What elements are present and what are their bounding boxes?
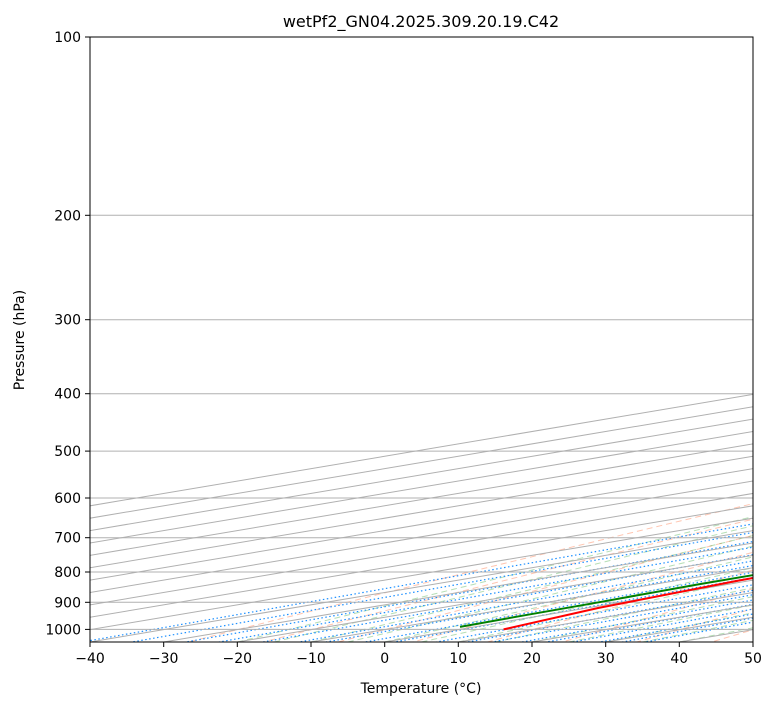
plot-area: 0.10.20.40.611.52346810131620253036-100-… (90, 37, 753, 642)
mixing-ratio-line (572, 608, 753, 642)
x-tick-label: 40 (670, 651, 688, 667)
moist-adiabat-line (495, 587, 753, 642)
y-tick-label: 100 (54, 30, 81, 46)
mixing-ratio-line (262, 554, 753, 642)
moist-adiabat-line (237, 516, 753, 642)
isotherm-line (90, 492, 753, 606)
y-tick-label: 1000 (45, 622, 81, 638)
x-tick-label: −10 (296, 651, 326, 667)
isotherm-line (90, 505, 753, 618)
x-tick-label: 20 (523, 651, 541, 667)
y-tick-label: 300 (54, 313, 81, 329)
y-axis-label: Pressure (hPa) (12, 290, 28, 390)
y-tick-label: 200 (54, 208, 81, 224)
chart-title: wetPf2_GN04.2025.309.20.19.C42 (283, 12, 559, 32)
plot-frame (89, 36, 754, 643)
dry-adiabat-line (338, 534, 753, 642)
mixing-ratio-line (185, 540, 753, 642)
x-axis-label: Temperature (°C) (360, 681, 482, 697)
y-tick-label: 700 (54, 531, 81, 547)
isotherm-line (90, 517, 753, 631)
x-tick-label: −30 (149, 651, 179, 667)
y-tick-label: 500 (54, 444, 81, 460)
x-tick-label: 50 (744, 651, 762, 667)
dry-adiabats (188, 503, 753, 642)
y-axis: 100 200 300 400 500 600 700 800 900 1000 (45, 30, 90, 638)
x-tick-label: −20 (223, 651, 253, 667)
moist-adiabat-line (347, 545, 753, 642)
isotherm-line (90, 530, 753, 642)
x-tick-label: 30 (597, 651, 615, 667)
x-tick-label: 10 (449, 651, 467, 667)
isotherm-line (90, 431, 753, 544)
isotherm-line (90, 468, 753, 581)
isotherm-line (90, 443, 753, 556)
mixing-ratio-line (436, 584, 753, 642)
isotherm-line (90, 480, 753, 593)
y-tick-label: 400 (54, 387, 81, 403)
skewed-isotherms (90, 393, 753, 642)
x-tick-label: 0 (380, 651, 389, 667)
y-tick-label: 600 (54, 491, 81, 507)
y-tick-label: 900 (54, 595, 81, 611)
isotherm-line (90, 455, 753, 569)
x-axis: −40 −30 −20 −10 0 10 20 30 40 50 (75, 642, 762, 667)
y-tick-label: 800 (54, 565, 81, 581)
mixing-ratio-line (325, 564, 753, 642)
pressure-gridlines (90, 37, 753, 630)
x-tick-label: −40 (75, 651, 105, 667)
